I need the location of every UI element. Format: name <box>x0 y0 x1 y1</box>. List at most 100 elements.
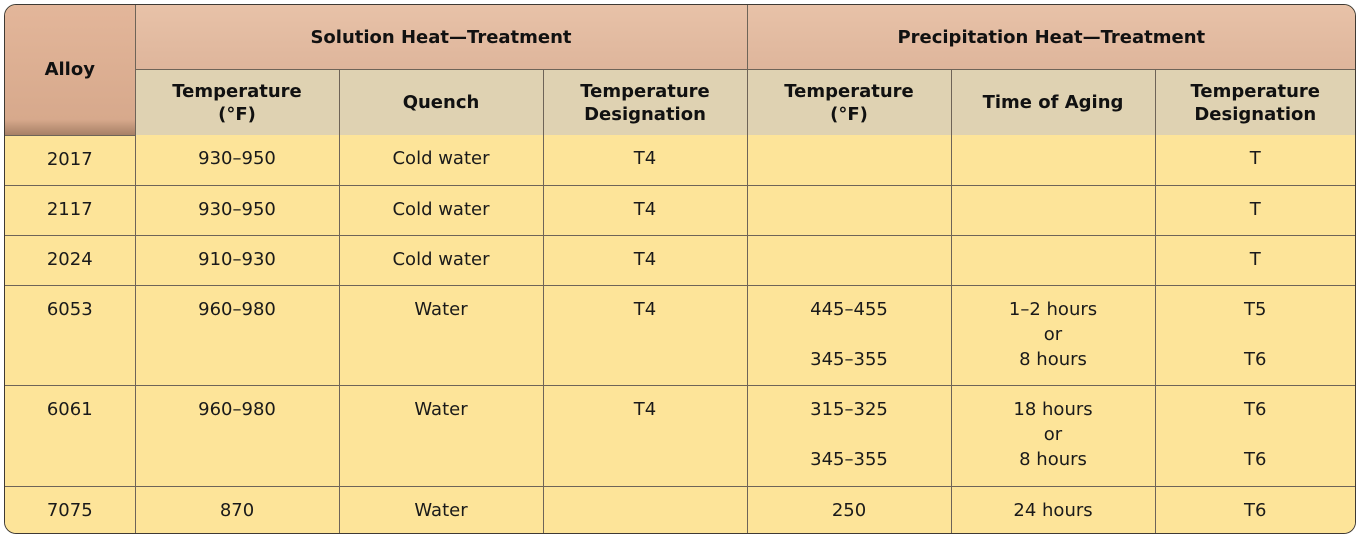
header-line: Designation <box>584 103 706 125</box>
solution-temperature-cell: 910–930 <box>134 234 340 287</box>
alloy-cell: 6053 <box>5 285 136 387</box>
time-of-aging-cell <box>950 184 1156 236</box>
solution-designation-cell: T4 <box>542 135 748 186</box>
solution-temperature-cell-value: 870 <box>219 499 255 521</box>
cell-line: 8 hours <box>1019 349 1087 371</box>
precipitation-designation-cell-value: T <box>1156 135 1355 171</box>
time-of-aging-cell-value <box>952 186 1155 197</box>
quench-cell-value: Water <box>414 299 468 321</box>
header-line: Temperature <box>172 80 302 102</box>
alloy-cell-value: 6053 <box>46 299 93 321</box>
table-row: 2017 930–950 Cold water T4 T <box>5 135 1355 186</box>
precipitation-temperature-cell <box>746 135 952 186</box>
precipitation-temperature-cell: 250 <box>746 485 952 533</box>
solution-designation-cell: T4 <box>542 285 748 387</box>
cell-line: 345–355 <box>810 349 888 371</box>
cell-line: T <box>1249 148 1261 169</box>
table-row: 6061 960–980 Water T4 315–325 345–355 18 hours… <box>5 385 1355 487</box>
solution-designation-cell-value: T4 <box>633 399 657 421</box>
precipitation-temperature-cell: 315–325 345–355 <box>746 385 952 487</box>
alloy-cell: 7075 <box>5 485 136 533</box>
solution-designation-header: Temperature Designation <box>542 69 748 135</box>
precipitation-temperature-cell <box>746 184 952 236</box>
solution-temperature-cell-value: 910–930 <box>198 248 276 270</box>
cell-line: 1–2 hours <box>1008 299 1098 321</box>
cell-line: 315–325 <box>810 399 888 421</box>
cell-line: T <box>1249 198 1261 220</box>
cell-line: T6 <box>1244 399 1267 421</box>
precipitation-designation-cell: T <box>1154 184 1355 236</box>
time-of-aging-cell-value <box>952 236 1155 247</box>
precipitation-designation-cell: T <box>1154 234 1355 287</box>
cell-line: 24 hours <box>1013 499 1093 521</box>
precipitation-designation-cell-value: T <box>1156 236 1355 272</box>
precipitation-designation-cell-value: T <box>1156 186 1355 222</box>
quench-cell-value: Cold water <box>392 248 490 270</box>
quench-cell-value: Water <box>414 399 468 421</box>
cell-line: 250 <box>831 499 867 521</box>
precipitation-designation-cell-value: T6 T6 <box>1156 386 1355 472</box>
time-of-aging-header: Time of Aging <box>950 69 1156 135</box>
alloy-cell-value: 2117 <box>46 198 93 220</box>
solution-designation-cell-value: T4 <box>633 198 657 220</box>
precipitation-designation-header: Temperature Designation <box>1154 69 1355 135</box>
alloy-cell-value: 7075 <box>46 499 93 521</box>
solution-temperature-cell-value: 930–950 <box>198 198 276 220</box>
precipitation-heat-treatment-header: Precipitation Heat—Treatment <box>746 5 1355 70</box>
quench-cell: Water <box>338 385 544 487</box>
quench-cell: Water <box>338 285 544 387</box>
alloy-cell: 2024 <box>5 234 136 287</box>
solution-temperature-header: Temperature (°F) <box>135 69 340 135</box>
solution-designation-cell: T4 <box>542 234 748 287</box>
table-row: 2117 930–950 Cold water T4 T <box>5 184 1355 236</box>
cell-line: T6 <box>1244 499 1267 521</box>
alloy-cell-value: 2017 <box>46 148 93 170</box>
precipitation-designation-cell: T6 T6 <box>1154 385 1355 487</box>
precipitation-designation-cell-value: T6 <box>1156 487 1355 523</box>
cell-line: or <box>1043 324 1063 346</box>
solution-designation-cell-value: T4 <box>633 248 657 270</box>
precipitation-temperature-cell: 445–455 345–355 <box>746 285 952 387</box>
precipitation-temperature-cell <box>746 234 952 287</box>
solution-designation-cell-value: T4 <box>633 148 657 169</box>
solution-temperature-cell-value: 960–980 <box>198 299 276 321</box>
solution-temperature-cell: 930–950 <box>134 135 340 186</box>
line-spacer <box>1156 422 1355 447</box>
heat-treatment-table: Alloy Solution Heat—Treatment Precipitat… <box>5 5 1355 533</box>
table-row: 6053 960–980 Water T4 445–455 345–355 1–2 hour… <box>5 285 1355 387</box>
line-spacer <box>748 422 951 447</box>
header-line: Temperature <box>1190 80 1321 102</box>
precipitation-temperature-cell-value: 315–325 345–355 <box>748 386 951 472</box>
time-of-aging-cell: 18 hours or 8 hours <box>950 385 1156 487</box>
cell-line: 445–455 <box>810 299 888 321</box>
cell-line: T6 <box>1244 449 1267 471</box>
header-line: Temperature <box>580 80 710 102</box>
precipitation-designation-cell: T <box>1154 135 1355 186</box>
alloy-header: Alloy <box>5 5 136 136</box>
line-spacer <box>748 322 951 347</box>
solution-temperature-cell: 960–980 <box>134 385 340 487</box>
heat-treatment-table-frame: Alloy Solution Heat—Treatment Precipitat… <box>4 4 1356 534</box>
alloy-cell-value: 6061 <box>46 399 93 421</box>
precipitation-temperature-cell-value: 445–455 345–355 <box>748 286 951 372</box>
precipitation-designation-cell-value: T5 T6 <box>1156 286 1355 372</box>
cell-line: 345–355 <box>810 449 888 471</box>
precipitation-temperature-cell-value <box>748 186 951 197</box>
time-of-aging-cell-value: 24 hours <box>952 487 1155 523</box>
quench-cell: Cold water <box>338 184 544 236</box>
quench-cell: Cold water <box>338 234 544 287</box>
precipitation-designation-cell: T5 T6 <box>1154 285 1355 387</box>
alloy-cell: 2017 <box>5 135 136 186</box>
time-of-aging-cell <box>950 135 1156 186</box>
cell-line: or <box>1043 424 1063 446</box>
solution-designation-cell <box>542 485 748 533</box>
alloy-cell: 2117 <box>5 184 136 236</box>
alloy-cell-value: 2024 <box>46 248 93 270</box>
cell-line: 18 hours <box>1013 399 1093 421</box>
precipitation-temperature-cell-value <box>748 135 951 146</box>
table-row: 2024 910–930 Cold water T4 T <box>5 234 1355 287</box>
precipitation-temperature-header: Temperature (°F) <box>746 69 952 135</box>
precipitation-temperature-cell-value <box>748 236 951 247</box>
line-spacer <box>1156 322 1355 347</box>
solution-designation-cell-value <box>544 487 747 498</box>
